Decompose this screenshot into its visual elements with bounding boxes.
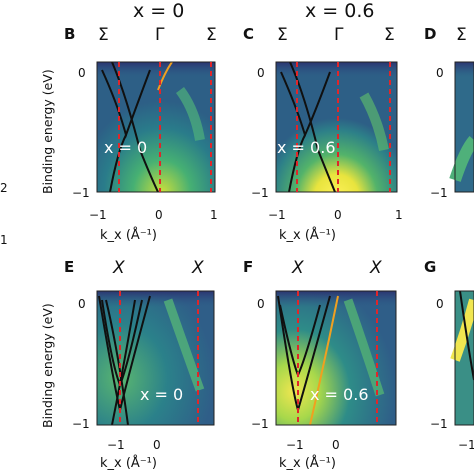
panel-label-f: F <box>243 258 254 276</box>
panel-label-g: G <box>424 258 437 276</box>
edge-label-1: 2 <box>0 181 8 195</box>
ytick-f-m1: −1 <box>251 417 269 431</box>
sym-b-1: Σ <box>98 25 109 45</box>
overlay-f: x = 0.6 <box>310 385 369 404</box>
sym-c-2: Γ <box>334 25 344 45</box>
xtick-f-m1: −1 <box>286 438 304 452</box>
panel-label-b: B <box>64 25 76 43</box>
ytick-c-0: 0 <box>257 66 265 80</box>
xtick-e-0: 0 <box>153 438 161 452</box>
sym-e-1: X <box>113 258 125 278</box>
edge-label-2: 1 <box>0 233 8 247</box>
xtick-b-1: 1 <box>210 208 218 222</box>
panel-g-map <box>450 290 474 426</box>
overlay-c: x = 0.6 <box>277 138 336 157</box>
sym-e-2: X <box>192 258 204 278</box>
x-axis-label-e: k_x (Å⁻¹) <box>100 456 157 471</box>
xtick-e-m1: −1 <box>107 438 125 452</box>
panel-c-map <box>276 62 397 192</box>
sym-d-1: Σ <box>456 25 467 45</box>
ytick-d-m1: −1 <box>430 186 448 200</box>
panel-label-e: E <box>64 258 75 276</box>
ytick-b-0: 0 <box>78 66 86 80</box>
xtick-f-0: 0 <box>332 438 340 452</box>
sym-c-3: Σ <box>384 25 395 45</box>
sym-b-3: Σ <box>206 25 217 45</box>
sym-f-1: X <box>292 258 304 278</box>
ytick-g-0: 0 <box>436 297 444 311</box>
x-axis-label-c: k_x (Å⁻¹) <box>279 228 336 243</box>
panel-label-c: C <box>243 25 255 43</box>
xtick-b-0: 0 <box>155 208 163 222</box>
panel-d-map <box>449 61 474 193</box>
panel-label-d: D <box>424 25 437 43</box>
ytick-c-m1: −1 <box>251 186 269 200</box>
xtick-b-m1: −1 <box>89 208 107 222</box>
panel-e-map <box>97 291 214 425</box>
ytick-g-m1: −1 <box>430 417 448 431</box>
ytick-f-0: 0 <box>257 297 265 311</box>
ytick-e-0: 0 <box>78 297 86 311</box>
header-x0: x = 0 <box>133 0 185 22</box>
x-axis-label-b: k_x (Å⁻¹) <box>100 228 157 243</box>
x-axis-label-f: k_x (Å⁻¹) <box>279 456 336 471</box>
overlay-b: x = 0 <box>104 138 148 157</box>
sym-c-1: Σ <box>277 25 288 45</box>
header-x06: x = 0.6 <box>305 0 375 22</box>
xtick-g-m1: −1 <box>458 438 474 452</box>
sym-f-2: X <box>370 258 382 278</box>
xtick-c-m1: −1 <box>268 208 286 222</box>
overlay-e: x = 0 <box>140 385 184 404</box>
xtick-c-1: 1 <box>395 208 403 222</box>
sym-b-2: Γ <box>155 25 165 45</box>
ytick-e-m1: −1 <box>72 417 90 431</box>
xtick-c-0: 0 <box>334 208 342 222</box>
ytick-d-0: 0 <box>436 66 444 80</box>
panel-b-map <box>97 62 215 192</box>
ytick-b-m1: −1 <box>72 186 90 200</box>
